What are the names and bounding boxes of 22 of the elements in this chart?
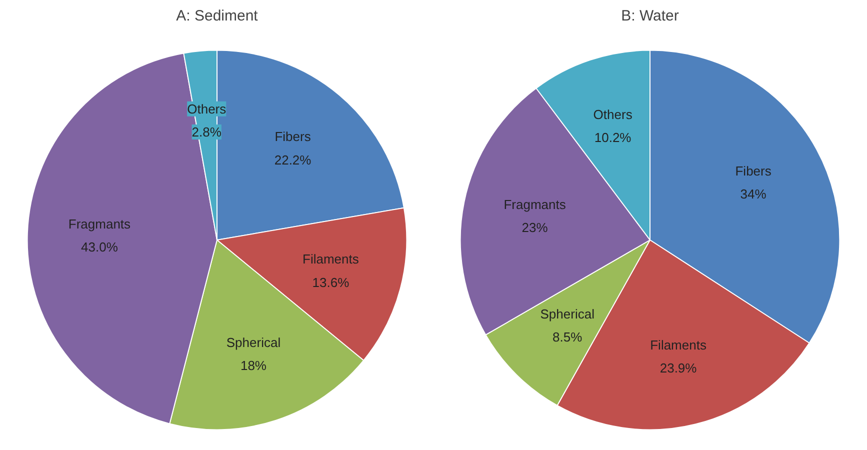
data-label: 23% [522,220,548,236]
slice-label: Fragmants [68,216,132,232]
data-label: 13.6% [312,274,350,290]
data-label: 2.8% [192,124,222,140]
data-label: 23.9% [660,360,698,376]
data-label: 34% [740,186,767,202]
data-label: 8.5% [552,330,583,345]
data-label: 43.0% [81,240,118,255]
slice-label: Spherical [540,306,595,322]
slice-label: Fibers [735,164,772,179]
data-label: 10.2% [594,130,632,146]
slice-label: Others [593,107,633,122]
slice-label: Others [187,101,227,116]
data-label: 22.2% [274,152,312,168]
slice-label: Fragmants [504,196,566,212]
chart-title: A: Sediment [176,8,259,24]
slice-label: Filaments [650,337,707,352]
data-label: 18% [240,358,267,374]
slice-label: Spherical [226,335,281,350]
slice-label: Fibers [274,129,312,144]
chart-title: B: Water [621,8,679,24]
slice-label: Filaments [302,252,360,267]
